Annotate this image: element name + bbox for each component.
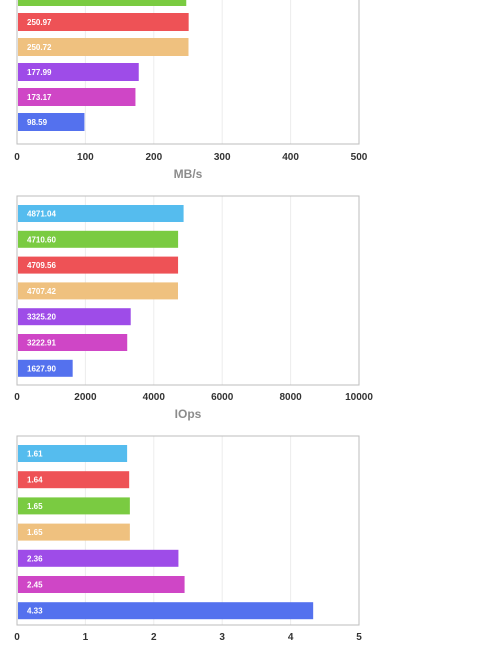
bar-value-label: 1.65 bbox=[27, 502, 43, 511]
bar bbox=[18, 445, 128, 462]
bar bbox=[18, 334, 128, 351]
x-tick-label: 2000 bbox=[74, 392, 97, 403]
bar-value-label: 4709.56 bbox=[27, 261, 56, 270]
bar bbox=[18, 282, 178, 300]
x-tick-label: 400 bbox=[282, 152, 299, 163]
x-tick-label: 3 bbox=[219, 632, 225, 643]
x-axis-title: MB/s bbox=[174, 167, 203, 181]
bar bbox=[18, 497, 130, 515]
bar-value-label: 2.45 bbox=[27, 581, 43, 590]
bar bbox=[18, 523, 130, 541]
throughput-chart: 250.97 250.72 177.99 173.17 98.59 0 100 200 300 4… bbox=[14, 0, 368, 181]
x-tick-label: 4000 bbox=[143, 392, 166, 403]
bar bbox=[18, 549, 179, 567]
bar bbox=[18, 113, 85, 131]
x-tick-label: 0 bbox=[14, 392, 20, 403]
x-tick-label: 0 bbox=[14, 152, 20, 163]
bar bbox=[18, 38, 189, 56]
x-tick-label: 1 bbox=[83, 632, 89, 643]
bar-value-label: 98.59 bbox=[27, 118, 48, 127]
bar bbox=[18, 308, 131, 326]
bar-value-label: 4.33 bbox=[27, 607, 43, 616]
latency-chart: 1.61 1.64 1.65 1.65 2.36 2.45 4.33 0 1 2 3 4 5 bbox=[14, 435, 362, 643]
x-tick-label: 500 bbox=[351, 152, 368, 163]
bar-value-label: 1.64 bbox=[27, 476, 43, 485]
bar bbox=[18, 63, 139, 81]
x-tick-label: 6000 bbox=[211, 392, 234, 403]
x-tick-label: 5 bbox=[356, 632, 362, 643]
x-tick-label: 100 bbox=[77, 152, 94, 163]
bar bbox=[18, 0, 187, 6]
x-axis-title: IOps bbox=[175, 407, 202, 421]
x-tick-label: 8000 bbox=[279, 392, 302, 403]
bar-value-label: 177.99 bbox=[27, 68, 52, 77]
x-tick-label: 10000 bbox=[345, 392, 373, 403]
x-tick-label: 300 bbox=[214, 152, 231, 163]
x-tick-label: 200 bbox=[145, 152, 162, 163]
bar-value-label: 1.61 bbox=[27, 450, 43, 459]
iops-chart: 4871.04 4710.60 4709.56 4707.42 3325.20 3222.… bbox=[14, 195, 373, 421]
x-tick-label: 4 bbox=[288, 632, 294, 643]
bar-value-label: 4707.42 bbox=[27, 287, 56, 296]
bar bbox=[18, 359, 73, 377]
bar bbox=[18, 602, 314, 620]
bar bbox=[18, 205, 184, 222]
x-tick-label: 0 bbox=[14, 632, 20, 643]
bar-value-label: 4710.60 bbox=[27, 235, 56, 244]
bar bbox=[18, 256, 179, 274]
bar-value-label: 1627.90 bbox=[27, 364, 56, 373]
bar-value-label: 2.36 bbox=[27, 554, 43, 563]
bar bbox=[18, 471, 130, 489]
bar bbox=[18, 88, 136, 106]
bar-value-label: 173.17 bbox=[27, 93, 52, 102]
bar-value-label: 3325.20 bbox=[27, 313, 56, 322]
bar bbox=[18, 576, 185, 593]
plot-frame bbox=[16, 195, 360, 386]
bar bbox=[18, 13, 189, 31]
bar-value-label: 4871.04 bbox=[27, 210, 56, 219]
bar bbox=[18, 230, 179, 248]
bar-value-label: 1.65 bbox=[27, 528, 43, 537]
plot-frame bbox=[16, 435, 360, 626]
bar-value-label: 250.97 bbox=[27, 18, 52, 27]
x-tick-label: 2 bbox=[151, 632, 157, 643]
bar-value-label: 3222.91 bbox=[27, 339, 56, 348]
plot-frame bbox=[16, 0, 360, 145]
bar-value-label: 250.72 bbox=[27, 43, 52, 52]
